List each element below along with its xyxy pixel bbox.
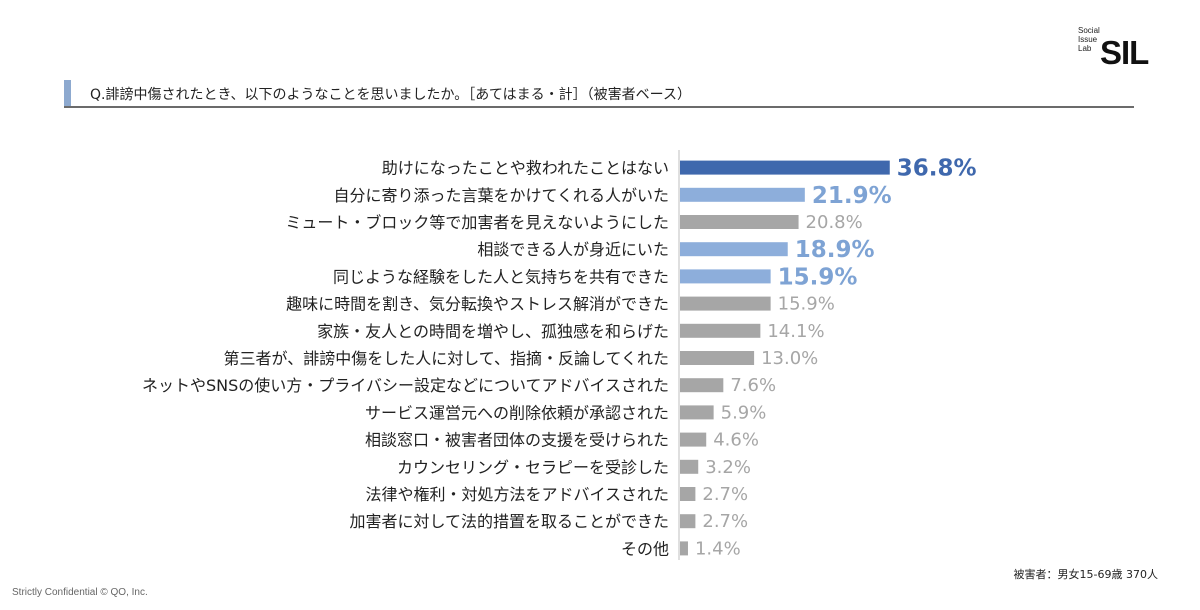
category-label: カウンセリング・セラピーを受診した	[397, 458, 669, 477]
logo-line-social: Social	[1078, 26, 1100, 35]
sample-note: 被害者：男女15-69歳 370人	[1013, 568, 1158, 581]
bar	[680, 459, 699, 474]
bar	[680, 323, 761, 338]
category-label: 趣味に時間を割き、気分転換やストレス解消ができた	[286, 295, 669, 314]
data-label: 2.7%	[702, 484, 748, 505]
category-label: 第三者が、誹謗中傷をした人に対して、指摘・反論してくれた	[224, 349, 669, 368]
category-label: ネットやSNSの使い方・プライバシー設定などについてアドバイスされた	[142, 376, 669, 395]
bar	[680, 296, 771, 311]
data-label: 4.6%	[713, 430, 759, 451]
bar	[680, 215, 799, 229]
category-label: 家族・友人との時間を増やし、孤独感を和らげた	[317, 322, 669, 341]
logo-line-issue: Issue	[1078, 35, 1098, 44]
data-label: 1.4%	[695, 538, 741, 559]
bar	[680, 514, 696, 529]
category-label: 法律や権利・対処方法をアドバイスされた	[365, 485, 669, 504]
question-title: Q.誹謗中傷されたとき、以下のようなことを思いましたか。［あてはまる・計］（被害…	[90, 87, 691, 103]
data-label: 21.9%	[812, 183, 892, 209]
data-label: 13.0%	[761, 348, 818, 369]
data-label: 3.2%	[705, 457, 751, 478]
data-label: 18.9%	[795, 237, 875, 263]
confidential-footer: Strictly Confidential © QO, Inc.	[12, 587, 148, 598]
bar	[680, 351, 755, 365]
data-label: 5.9%	[721, 402, 767, 423]
data-label: 14.1%	[767, 321, 824, 342]
bar	[680, 160, 890, 175]
category-label: その他	[621, 539, 669, 558]
category-label: ミュート・ブロック等で加害者を見えないようにした	[285, 213, 669, 232]
logo-line-lab: Lab	[1078, 44, 1092, 53]
question-accent-bar	[64, 80, 71, 106]
bar	[680, 432, 707, 447]
category-label: 自分に寄り添った言葉をかけてくれる人がいた	[333, 186, 669, 205]
data-label: 15.9%	[778, 294, 835, 315]
data-label: 20.8%	[806, 212, 863, 233]
category-label: 相談できる人が身近にいた	[477, 240, 669, 259]
sil-logo: Social Issue Lab SIL	[1078, 26, 1158, 74]
bar	[680, 541, 688, 556]
data-label: 2.7%	[702, 511, 748, 532]
data-label: 15.9%	[778, 264, 858, 290]
data-label: 7.6%	[730, 375, 776, 396]
category-label: 相談窓口・被害者団体の支援を受けられた	[365, 431, 669, 450]
category-label: 加害者に対して法的措置を取ることができた	[349, 512, 669, 531]
logo-mark: SIL	[1100, 34, 1149, 71]
bar	[680, 187, 805, 202]
category-label: 助けになったことや救われたことはない	[382, 159, 669, 178]
question-divider	[64, 106, 1134, 108]
category-label: サービス運営元への削除依頼が承認された	[365, 403, 669, 422]
bar	[680, 242, 788, 257]
bar	[680, 269, 771, 284]
category-label: 同じような経験をした人と気持ちを共有できた	[333, 267, 669, 286]
bar-chart: 助けになったことや救われたことはない 36.8% 自分に寄り添った言葉をかけてくれる…	[142, 150, 977, 560]
data-label: 36.8%	[897, 156, 977, 182]
bar	[680, 487, 696, 501]
bar	[680, 405, 714, 420]
bar	[680, 378, 724, 393]
